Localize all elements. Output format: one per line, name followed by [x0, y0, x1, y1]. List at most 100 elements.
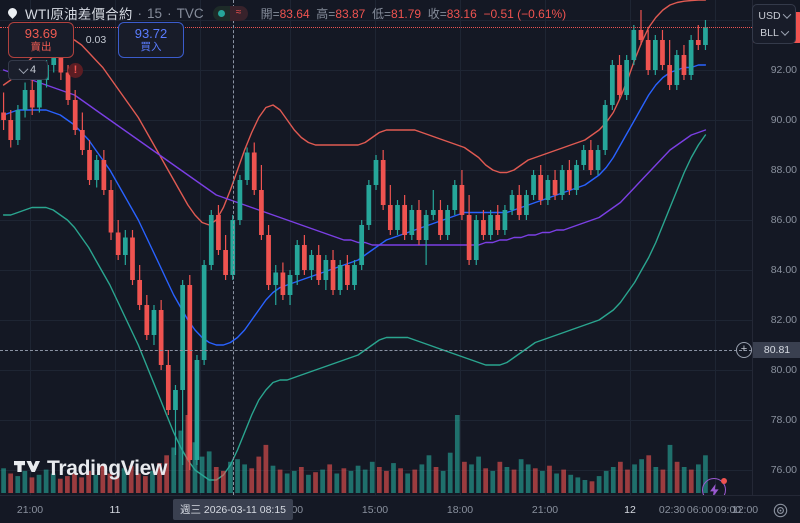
candle-body — [259, 190, 264, 235]
buy-button[interactable]: 93.72 買入 — [118, 22, 184, 58]
symbol-name[interactable]: WTI原油差價合約 — [25, 7, 133, 22]
close-value: 83.16 — [446, 6, 477, 21]
candle-body — [567, 170, 572, 190]
volume-bar — [674, 461, 680, 493]
volume-bar — [320, 469, 325, 493]
currency-secondary[interactable]: BLL — [753, 24, 795, 41]
currency-primary-label: USD — [758, 9, 781, 22]
candle-body — [660, 40, 665, 65]
chart-plot-area[interactable]: TradingView — [0, 0, 752, 495]
gridline-horizontal — [0, 120, 752, 121]
legend-separator-1: · — [137, 5, 143, 21]
candle-body — [416, 210, 422, 240]
warning-icon[interactable]: ! — [68, 62, 83, 78]
candle-body — [402, 205, 408, 235]
volume-bar — [497, 461, 503, 493]
time-tick: 11 — [109, 504, 121, 516]
candle-body — [581, 150, 587, 165]
gridline-vertical — [545, 0, 546, 495]
sell-button[interactable]: 93.69 賣出 — [8, 22, 74, 58]
volume-bar — [554, 473, 559, 493]
candlestick-series — [1, 10, 708, 470]
candle-body — [94, 160, 100, 180]
volume-bar — [171, 447, 177, 493]
currency-primary[interactable]: USD — [753, 7, 795, 24]
price-axis[interactable]: 94.0092.0090.0088.0086.0084.0082.0080.00… — [752, 0, 800, 495]
candle-body — [380, 160, 386, 205]
candle-body — [387, 205, 393, 230]
volume-bar — [646, 455, 652, 493]
candle-body — [58, 50, 64, 73]
volume-bar — [483, 468, 489, 493]
lightning-bolt-icon[interactable] — [702, 478, 727, 495]
volume-bar — [426, 455, 432, 493]
candle-body — [667, 65, 673, 85]
time-axis[interactable]: 21:001102:3012:0015:0018:0021:001202:300… — [0, 495, 800, 523]
market-status-pill[interactable]: ≈ — [212, 5, 248, 21]
volume-bar — [334, 473, 340, 493]
quantity-stepper[interactable]: 4 — [8, 60, 48, 80]
candle-body — [488, 215, 493, 235]
candle-body — [373, 160, 379, 185]
trade-panel[interactable]: 93.69 賣出 0.03 93.72 買入 — [8, 22, 184, 58]
candle-body — [609, 65, 615, 105]
gridline-vertical — [115, 0, 116, 495]
candle-body — [588, 150, 594, 170]
candle-body — [208, 215, 214, 265]
candle-body — [445, 210, 450, 235]
candle-body — [703, 27, 708, 45]
volume-bar — [547, 465, 552, 493]
volume-bar — [504, 467, 510, 493]
price-tick: 76.00 — [770, 464, 797, 476]
volume-bar — [22, 470, 28, 493]
candle-body — [337, 265, 343, 290]
candle-body — [72, 100, 78, 130]
volume-bar — [79, 477, 84, 493]
chart-legend[interactable]: WTI原油差價合約 · 15 · TVC ≈ 開=83.64 高=83.87 低… — [8, 3, 566, 23]
volume-bar — [618, 461, 623, 493]
candle-body — [244, 152, 250, 180]
candle-body — [115, 232, 121, 255]
time-tick: 18:00 — [446, 504, 474, 516]
volume-bar — [228, 461, 233, 493]
currency-selector[interactable]: USD BLL — [752, 4, 796, 44]
volume-bar — [391, 463, 396, 493]
candle-body — [473, 220, 479, 260]
volume-bar — [135, 473, 141, 493]
volume-bar — [114, 476, 120, 493]
volume-bar — [213, 467, 219, 493]
spread-value: 0.03 — [85, 34, 107, 46]
candle-body — [681, 55, 687, 75]
candle-body — [130, 237, 135, 280]
volume-bar — [582, 480, 588, 493]
candle-body — [438, 210, 443, 235]
candle-body — [531, 175, 536, 195]
candle-body — [22, 90, 28, 110]
price-tick: 92.00 — [770, 64, 797, 76]
volume-bar — [192, 442, 198, 493]
time-tick: 12 — [624, 504, 636, 516]
candle-body — [545, 180, 551, 200]
volume-bar — [603, 470, 609, 493]
volume-bar — [568, 474, 574, 493]
interval-label[interactable]: 15 — [147, 5, 163, 21]
volume-series — [1, 415, 708, 493]
volume-bar — [695, 464, 701, 493]
volume-bar — [561, 469, 567, 493]
add-alert-plus-icon[interactable]: + — [736, 341, 752, 358]
time-tick: 09:00 — [714, 504, 742, 516]
candle-body — [302, 245, 307, 270]
gear-icon[interactable] — [773, 503, 788, 518]
price-tick: 78.00 — [770, 414, 797, 426]
candle-body — [617, 65, 622, 95]
volume-bar — [43, 469, 49, 493]
candle-body — [37, 80, 42, 108]
candle-body — [266, 235, 271, 285]
trade-controls-row[interactable]: 4 ! — [8, 60, 83, 80]
volume-bar — [263, 444, 269, 493]
exchange-label[interactable]: TVC — [176, 5, 204, 21]
volume-bar — [454, 415, 460, 493]
candle-body — [638, 30, 644, 40]
volume-bar — [462, 461, 467, 493]
